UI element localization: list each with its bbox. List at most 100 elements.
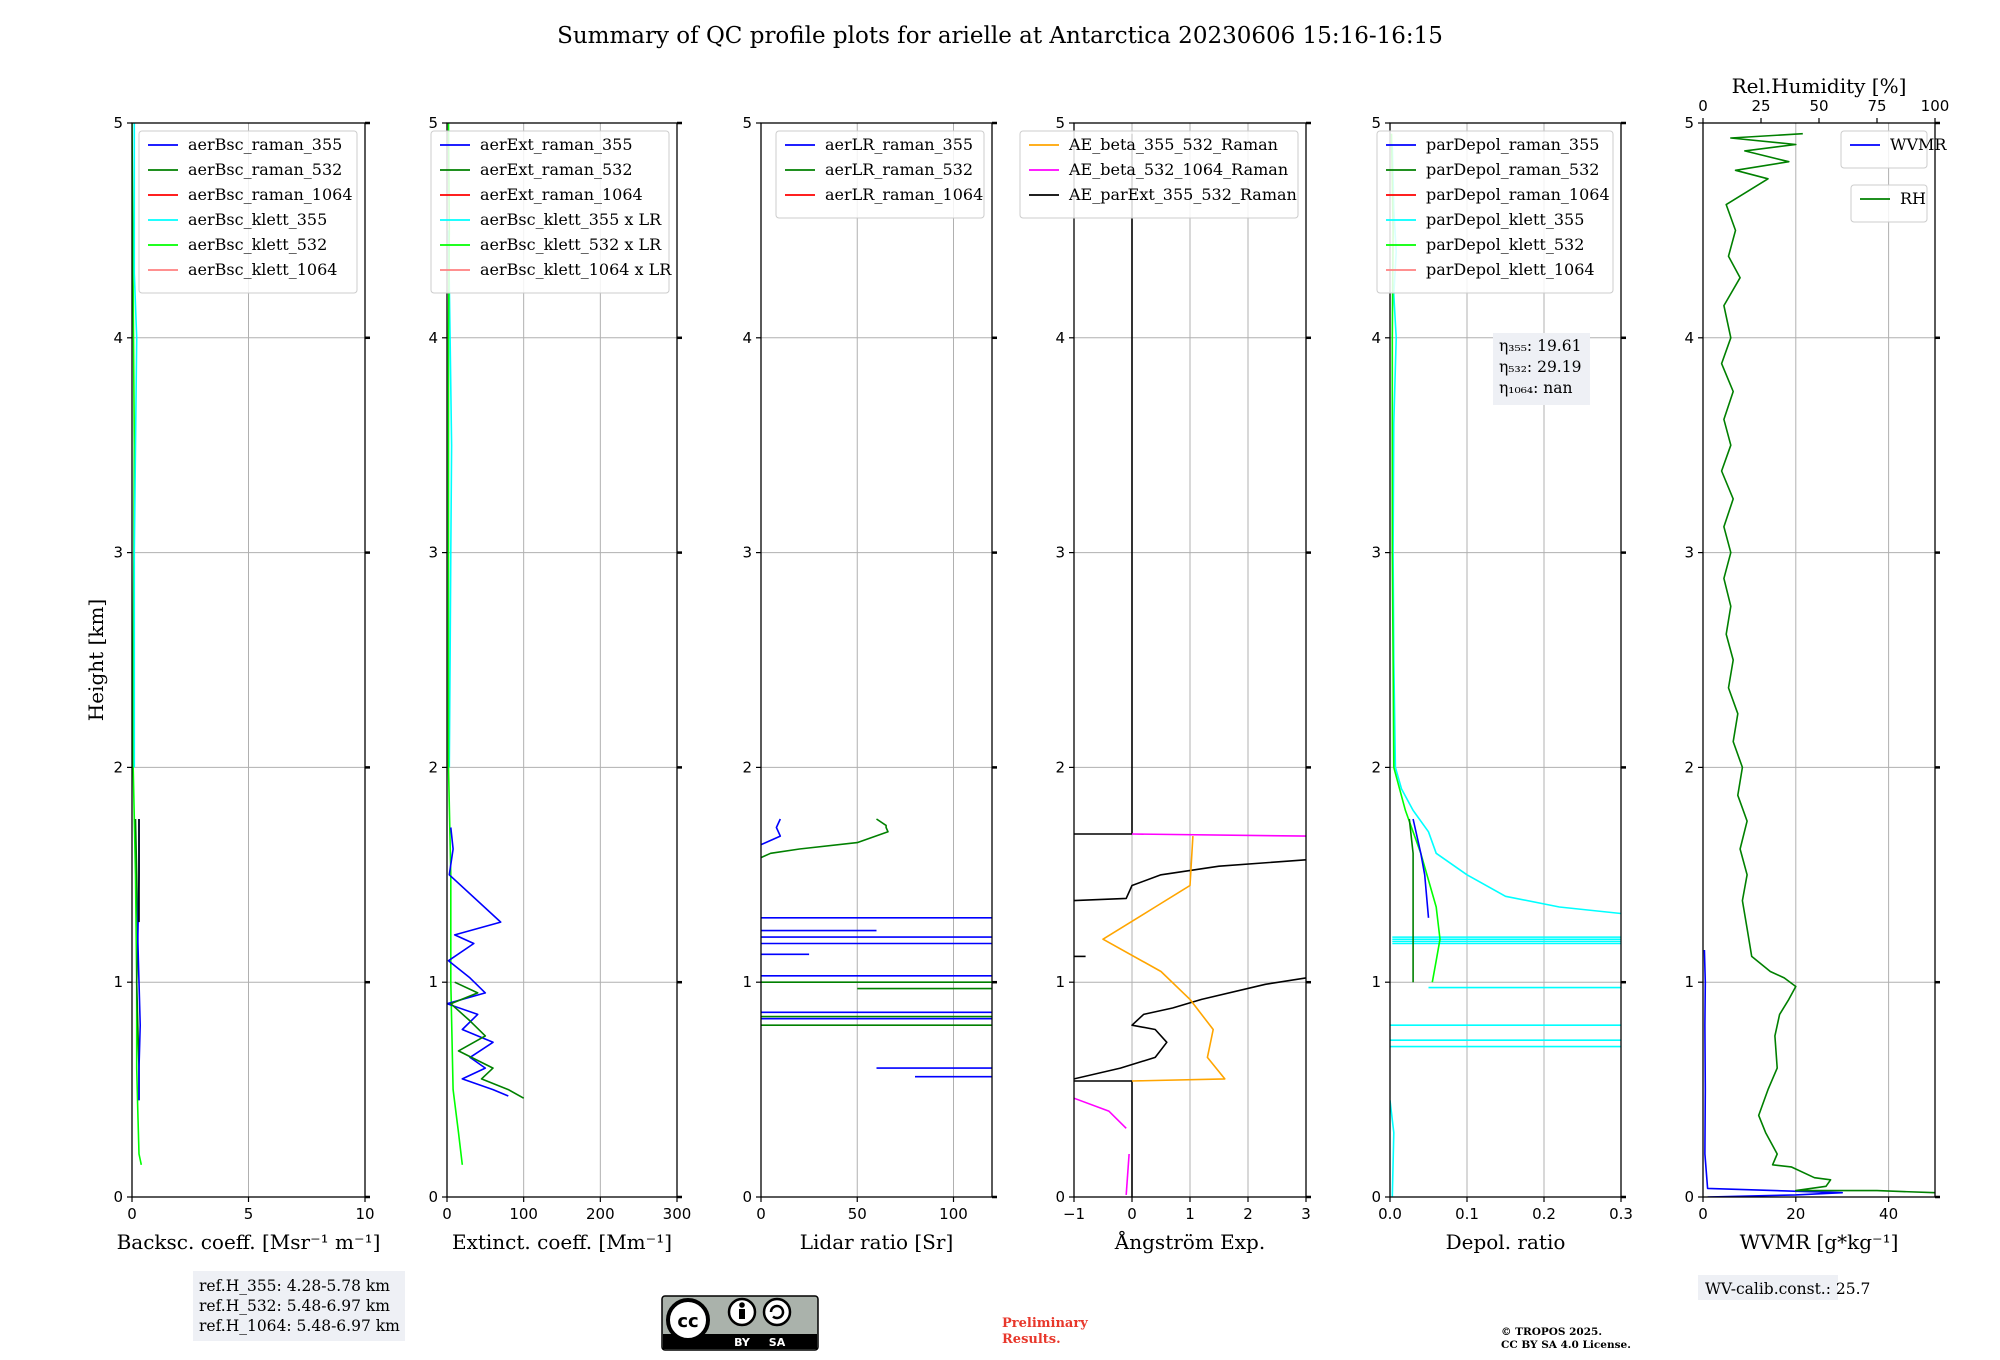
series-line-parDepol_klett_355 bbox=[1390, 1100, 1395, 1197]
y-tick-label: 0 bbox=[113, 1188, 123, 1206]
x-tick-label: 10 bbox=[355, 1205, 374, 1223]
y-tick-label: 1 bbox=[1371, 973, 1381, 991]
x-tick-label: 200 bbox=[586, 1205, 615, 1223]
legend-label: aerBsc_klett_355 x LR bbox=[480, 210, 662, 229]
series-line-aerBsc_klett_532 bbox=[132, 123, 143, 1165]
y-tick-label: 4 bbox=[1684, 329, 1694, 347]
y-tick-label: 4 bbox=[742, 329, 752, 347]
legend-box bbox=[1376, 130, 1614, 294]
preliminary-label-line1: Preliminary bbox=[1002, 1316, 1088, 1331]
chart-panel-1: 0 5 10 0 1 2 3 4 5 Backsc. coeff. [Msr⁻¹ m⁻¹] Heig… bbox=[84, 114, 380, 1254]
legend-rh: RH bbox=[1850, 184, 1928, 223]
x-axis-label: Lidar ratio [Sr] bbox=[800, 1230, 954, 1254]
preliminary-label-line2: Results. bbox=[1002, 1332, 1061, 1347]
x-axis-label: Backsc. coeff. [Msr⁻¹ m⁻¹] bbox=[117, 1230, 381, 1254]
series-line-aerExt_raman_355 bbox=[447, 827, 509, 1097]
x-tick-label: 0 bbox=[756, 1205, 766, 1223]
series-line-AE_parExt_355_532_Raman bbox=[1074, 133, 1133, 835]
x-tick-label: 100 bbox=[509, 1205, 538, 1223]
eta-line: η₅₃₂: 29.19 bbox=[1499, 358, 1581, 376]
x-tick-label: 40 bbox=[1879, 1205, 1898, 1223]
y-tick-label: 2 bbox=[1055, 758, 1065, 776]
legend-label: aerBsc_klett_1064 x LR bbox=[480, 260, 672, 279]
series-line-AE_parExt_355_532_Raman bbox=[1074, 1080, 1133, 1197]
series-line-AE_beta_532_1064_Raman bbox=[1125, 1153, 1130, 1195]
y-axis-label: Height [km] bbox=[84, 599, 108, 721]
series-line-aerBsc_klett_355 x LR bbox=[447, 230, 453, 768]
top-tick-label: 75 bbox=[1867, 97, 1886, 115]
legend: aerBsc_raman_355 aerBsc_raman_532 aerBsc_r… bbox=[138, 130, 358, 294]
copyright-line1: © TROPOS 2025. bbox=[1501, 1326, 1602, 1338]
y-tick-label: 5 bbox=[1684, 114, 1694, 132]
legend-label: aerBsc_klett_355 bbox=[188, 210, 327, 229]
x-tick-label: 0.2 bbox=[1532, 1205, 1556, 1223]
series-line-AE_beta_532_1064_Raman bbox=[1074, 1097, 1127, 1129]
chart-panel-5: 0.0 0.1 0.2 0.3 0 1 2 3 4 5 Depol. ratio parDepol_r… bbox=[1371, 114, 1632, 1254]
series-line-RH bbox=[1720, 132, 1935, 1194]
ref-height-355: ref.H_355: 4.28-5.78 km bbox=[199, 1277, 390, 1295]
legend-label: AE_beta_532_1064_Raman bbox=[1068, 160, 1288, 179]
legend-label: aerBsc_raman_1064 bbox=[188, 185, 353, 204]
x-tick-label: 0.3 bbox=[1609, 1205, 1633, 1223]
plot-frame bbox=[760, 122, 993, 1198]
legend-label: aerLR_raman_1064 bbox=[825, 185, 983, 204]
plot-frame bbox=[446, 122, 678, 1198]
legend-label: parDepol_klett_532 bbox=[1426, 235, 1584, 254]
y-tick-label: 0 bbox=[1684, 1188, 1694, 1206]
x-tick-label: 0 bbox=[1127, 1205, 1137, 1223]
legend-box bbox=[1850, 184, 1928, 223]
legend-box bbox=[138, 130, 358, 294]
y-tick-label: 3 bbox=[1371, 544, 1381, 562]
series-line-aerLR_raman_355 bbox=[761, 818, 782, 846]
share-alike-icon bbox=[762, 1297, 792, 1327]
series-group bbox=[1703, 132, 1935, 1197]
legend-label: aerBsc_raman_355 bbox=[188, 135, 342, 154]
ref-height-532: ref.H_532: 5.48-6.97 km bbox=[199, 1297, 390, 1315]
y-tick-label: 1 bbox=[113, 973, 123, 991]
series-line-AE_parExt_355_532_Raman bbox=[1074, 859, 1306, 902]
y-tick-label: 4 bbox=[1055, 329, 1065, 347]
x-tick-label: 20 bbox=[1786, 1205, 1805, 1223]
y-tick-label: 5 bbox=[1055, 114, 1065, 132]
copyright-line2: CC BY SA 4.0 License. bbox=[1501, 1339, 1631, 1351]
series-line-AE_parExt_355_532_Raman bbox=[1074, 977, 1306, 1080]
legend-label: aerExt_raman_1064 bbox=[480, 185, 643, 204]
top-tick-label: 0 bbox=[1698, 97, 1708, 115]
series-group bbox=[132, 123, 143, 1165]
series-line-parDepol_raman_355 bbox=[1412, 818, 1430, 918]
x-tick-label: 0 bbox=[1698, 1205, 1708, 1223]
y-tick-label: 0 bbox=[1055, 1188, 1065, 1206]
x-tick-label: 300 bbox=[663, 1205, 692, 1223]
ref-height-1064: ref.H_1064: 5.48-6.97 km bbox=[199, 1317, 400, 1335]
legend-label: aerExt_raman_355 bbox=[480, 135, 633, 154]
legend-label: parDepol_klett_355 bbox=[1426, 210, 1584, 229]
by-label: BY bbox=[734, 1336, 751, 1349]
legend-label: parDepol_raman_532 bbox=[1426, 160, 1599, 179]
reference-height-box: ref.H_355: 4.28-5.78 km ref.H_532: 5.48-… bbox=[193, 1271, 405, 1341]
cc-by-sa-badge: cc BY SA bbox=[661, 1295, 819, 1351]
series-line-aerExt_raman_532 bbox=[449, 981, 525, 1099]
legend: aerLR_raman_355 aerLR_raman_532 aerLR_rama… bbox=[775, 130, 985, 219]
series-line-AE_beta_355_532_Raman bbox=[1102, 836, 1226, 1082]
x-tick-label: 1 bbox=[1185, 1205, 1195, 1223]
legend: AE_beta_355_532_Raman AE_beta_532_1064_Ra… bbox=[1019, 130, 1299, 219]
x-tick-label: 100 bbox=[939, 1205, 968, 1223]
y-tick-label: 1 bbox=[428, 973, 438, 991]
legend: aerExt_raman_355 aerExt_raman_532 aerExt_r… bbox=[430, 130, 672, 294]
cc-logo-text: cc bbox=[677, 1311, 698, 1332]
wv-calib-const: WV-calib.const.: 25.7 bbox=[1705, 1280, 1870, 1298]
y-tick-label: 2 bbox=[1684, 758, 1694, 776]
y-tick-label: 3 bbox=[1684, 544, 1694, 562]
x-axis-label: Ångström Exp. bbox=[1114, 1229, 1265, 1254]
calibration-box: WV-calib.const.: 25.7 bbox=[1698, 1275, 1870, 1300]
y-tick-label: 2 bbox=[742, 758, 752, 776]
legend-label: parDepol_raman_1064 bbox=[1426, 185, 1610, 204]
plot-frame bbox=[1702, 122, 1936, 1198]
x-axis-label: Extinct. coeff. [Mm⁻¹] bbox=[452, 1230, 672, 1254]
series-group bbox=[761, 818, 992, 1078]
top-tick-label: 25 bbox=[1751, 97, 1770, 115]
legend-label: aerLR_raman_532 bbox=[825, 160, 973, 179]
x-tick-label: 50 bbox=[848, 1205, 867, 1223]
